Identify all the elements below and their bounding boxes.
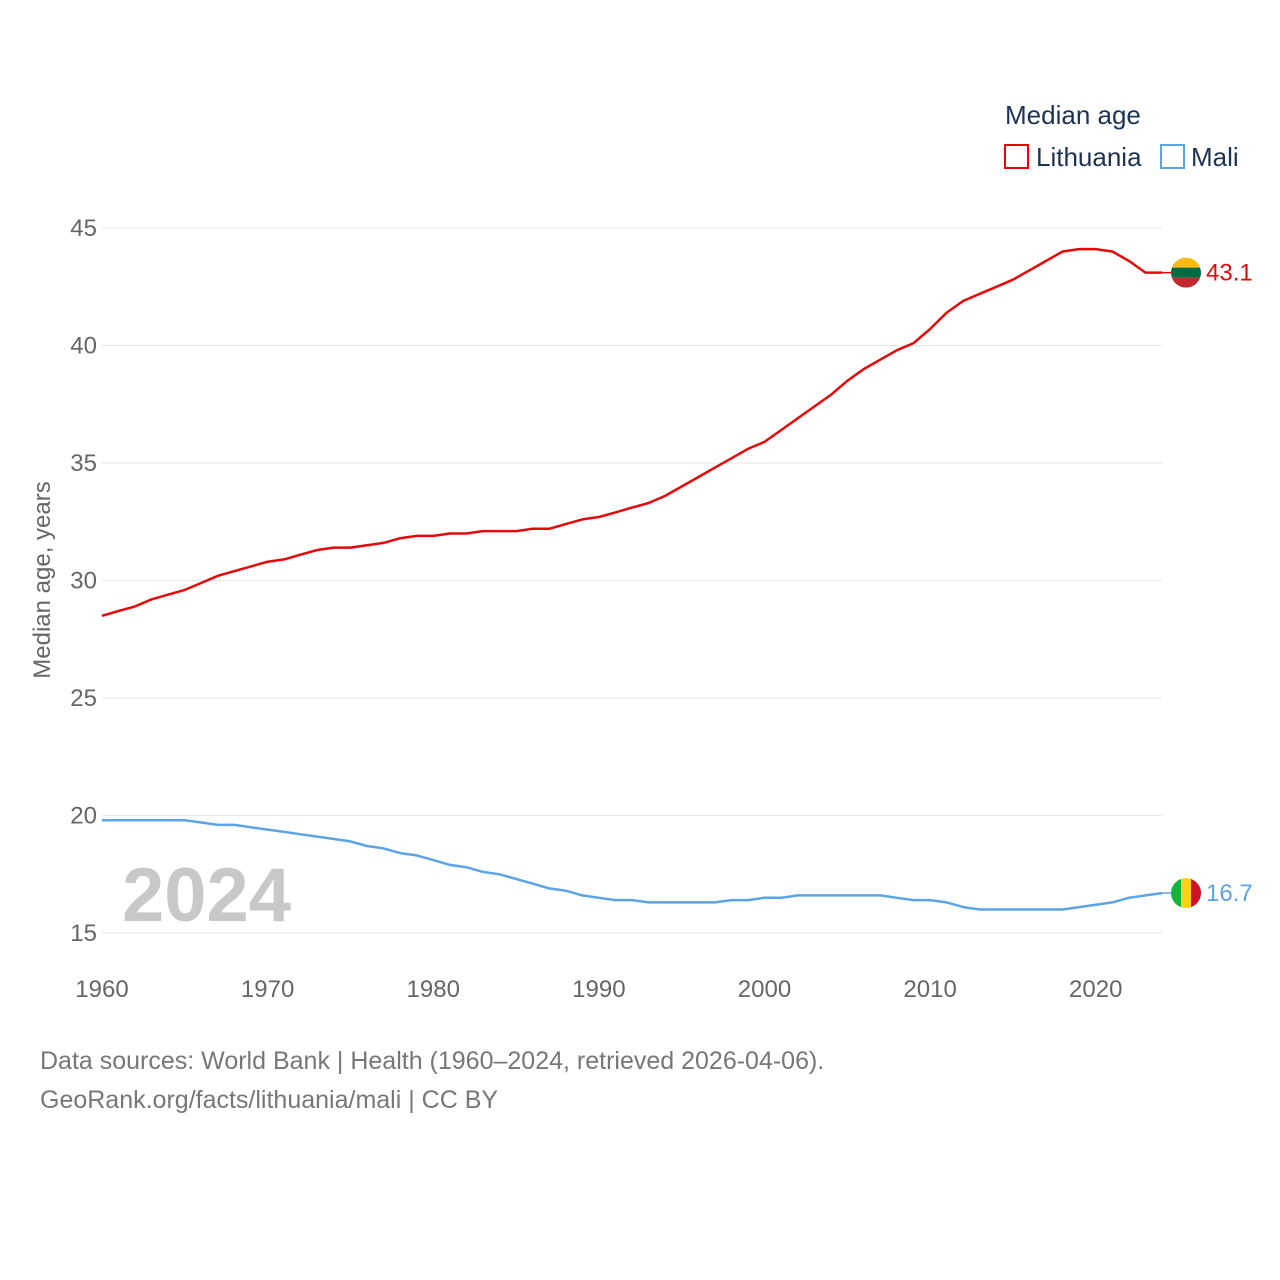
legend-swatch-mali[interactable]	[1160, 144, 1185, 169]
series-line-mali	[102, 818, 1163, 911]
legend-label-mali[interactable]: Mali	[1191, 142, 1239, 172]
flag-icon-mali	[1171, 878, 1201, 909]
y-tick-label: 35	[70, 450, 97, 477]
x-tick-label: 1960	[75, 976, 128, 1003]
x-tick-label: 2020	[1069, 976, 1122, 1003]
series-lines	[101, 247, 1163, 911]
legend: Median age Lithuania Mali	[1004, 100, 1239, 172]
x-tick-label: 1970	[241, 976, 294, 1003]
end-value-label-mali: 16.7	[1206, 880, 1253, 907]
x-tick-label: 2010	[903, 976, 956, 1003]
y-tick-label: 45	[70, 215, 97, 242]
legend-title: Median age	[1005, 100, 1141, 130]
x-tick-label: 2000	[738, 976, 791, 1003]
end-markers: 43.1 16.7	[1162, 257, 1253, 909]
x-tick-label: 1980	[407, 976, 460, 1003]
grid-lines	[102, 227, 1162, 934]
y-tick-label: 15	[70, 920, 97, 947]
attribution-link[interactable]: GeoRank.org/facts/lithuania/mali | CC BY	[40, 1086, 499, 1114]
y-tick-label: 40	[70, 333, 97, 360]
y-tick-label: 20	[70, 803, 97, 830]
y-axis-ticks: 15 20 25 30 35 40 45	[70, 215, 97, 947]
x-axis-ticks: 1960 1970 1980 1990 2000 2010 2020	[75, 976, 1122, 1003]
y-tick-label: 30	[70, 568, 97, 595]
series-line-lithuania	[101, 247, 1162, 618]
y-tick-label: 25	[70, 685, 97, 712]
x-tick-label: 1990	[572, 976, 625, 1003]
line-chart: 15 20 25 30 35 40 45 1960 1970 1980 1990 2000 2010 2…	[29, 100, 1253, 1003]
y-axis-label: Median age, years	[29, 481, 56, 678]
footer: Data sources: World Bank | Health (1960–…	[40, 1042, 824, 1120]
data-sources-note: Data sources: World Bank | Health (1960–…	[40, 1047, 825, 1075]
legend-swatch-lithuania[interactable]	[1004, 144, 1029, 169]
year-watermark: 2024	[122, 853, 291, 938]
legend-label-lithuania[interactable]: Lithuania	[1036, 142, 1142, 172]
flag-icon-lithuania	[1171, 257, 1201, 288]
end-value-label-lithuania: 43.1	[1206, 260, 1253, 287]
